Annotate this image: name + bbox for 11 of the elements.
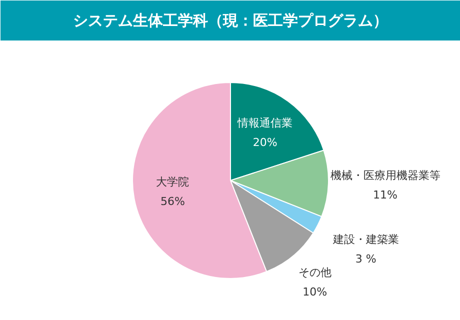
data-label: 10% (302, 286, 328, 299)
slice-label: 情報通信業 (236, 116, 293, 130)
slice-label: その他 (298, 266, 332, 280)
slice-label: 建設・建築業 (332, 233, 399, 246)
data-label: 11% (373, 188, 398, 202)
data-label: 3 % (355, 252, 376, 266)
data-label: 56% (160, 194, 185, 208)
chart-title: システム生体工学科（現：医工学プログラム） (73, 12, 388, 30)
slice-label: 大学院 (156, 175, 190, 188)
slice-label: 機械・医療用機器業等 (330, 169, 440, 182)
data-label: 20% (252, 136, 278, 150)
